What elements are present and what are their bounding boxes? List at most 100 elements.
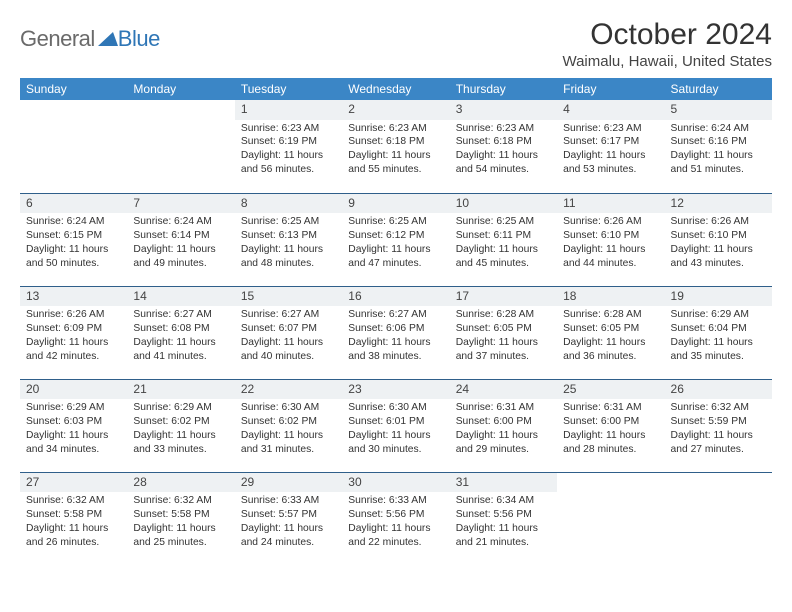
sunset-text: Sunset: 6:11 PM [456, 229, 551, 243]
day-cell: 4Sunrise: 6:23 AMSunset: 6:17 PMDaylight… [557, 100, 664, 193]
empty-cell [20, 100, 127, 193]
day-info: Sunrise: 6:32 AMSunset: 5:59 PMDaylight:… [665, 399, 772, 461]
daylight-text: Daylight: 11 hours and 22 minutes. [348, 522, 443, 550]
day-cell: 11Sunrise: 6:26 AMSunset: 6:10 PMDayligh… [557, 193, 664, 286]
day-cell: 31Sunrise: 6:34 AMSunset: 5:56 PMDayligh… [450, 472, 557, 565]
sunset-text: Sunset: 6:07 PM [241, 322, 336, 336]
weekday-header: Thursday [450, 78, 557, 100]
sunrise-text: Sunrise: 6:31 AM [456, 401, 551, 415]
day-number: 18 [557, 287, 664, 307]
daylight-text: Daylight: 11 hours and 44 minutes. [563, 243, 658, 271]
day-cell: 12Sunrise: 6:26 AMSunset: 6:10 PMDayligh… [665, 193, 772, 286]
sunset-text: Sunset: 6:05 PM [456, 322, 551, 336]
sunset-text: Sunset: 6:10 PM [671, 229, 766, 243]
sunset-text: Sunset: 5:57 PM [241, 508, 336, 522]
sunset-text: Sunset: 6:06 PM [348, 322, 443, 336]
day-info: Sunrise: 6:27 AMSunset: 6:07 PMDaylight:… [235, 306, 342, 368]
daylight-text: Daylight: 11 hours and 41 minutes. [133, 336, 228, 364]
weekday-header: Wednesday [342, 78, 449, 100]
day-number: 24 [450, 380, 557, 400]
sunrise-text: Sunrise: 6:31 AM [563, 401, 658, 415]
sunset-text: Sunset: 5:58 PM [133, 508, 228, 522]
sunset-text: Sunset: 6:04 PM [671, 322, 766, 336]
daylight-text: Daylight: 11 hours and 38 minutes. [348, 336, 443, 364]
day-number: 9 [342, 194, 449, 214]
day-cell: 3Sunrise: 6:23 AMSunset: 6:18 PMDaylight… [450, 100, 557, 193]
day-info: Sunrise: 6:28 AMSunset: 6:05 PMDaylight:… [450, 306, 557, 368]
brand-logo: General Blue [20, 18, 160, 52]
day-number: 11 [557, 194, 664, 214]
daylight-text: Daylight: 11 hours and 25 minutes. [133, 522, 228, 550]
day-info: Sunrise: 6:26 AMSunset: 6:09 PMDaylight:… [20, 306, 127, 368]
day-cell: 24Sunrise: 6:31 AMSunset: 6:00 PMDayligh… [450, 379, 557, 472]
daylight-text: Daylight: 11 hours and 29 minutes. [456, 429, 551, 457]
daylight-text: Daylight: 11 hours and 40 minutes. [241, 336, 336, 364]
day-number: 6 [20, 194, 127, 214]
day-info: Sunrise: 6:26 AMSunset: 6:10 PMDaylight:… [557, 213, 664, 275]
day-cell: 29Sunrise: 6:33 AMSunset: 5:57 PMDayligh… [235, 472, 342, 565]
day-info: Sunrise: 6:23 AMSunset: 6:19 PMDaylight:… [235, 120, 342, 182]
sunrise-text: Sunrise: 6:30 AM [241, 401, 336, 415]
day-number: 7 [127, 194, 234, 214]
sunset-text: Sunset: 6:18 PM [456, 135, 551, 149]
day-number: 28 [127, 473, 234, 493]
day-number: 23 [342, 380, 449, 400]
sunset-text: Sunset: 6:15 PM [26, 229, 121, 243]
sunrise-text: Sunrise: 6:24 AM [671, 122, 766, 136]
day-cell: 26Sunrise: 6:32 AMSunset: 5:59 PMDayligh… [665, 379, 772, 472]
sunset-text: Sunset: 6:01 PM [348, 415, 443, 429]
sunset-text: Sunset: 6:08 PM [133, 322, 228, 336]
day-cell: 1Sunrise: 6:23 AMSunset: 6:19 PMDaylight… [235, 100, 342, 193]
day-info: Sunrise: 6:30 AMSunset: 6:02 PMDaylight:… [235, 399, 342, 461]
brand-part1: General [20, 26, 95, 52]
daylight-text: Daylight: 11 hours and 27 minutes. [671, 429, 766, 457]
sunset-text: Sunset: 6:19 PM [241, 135, 336, 149]
day-number: 17 [450, 287, 557, 307]
sunrise-text: Sunrise: 6:26 AM [671, 215, 766, 229]
day-info: Sunrise: 6:29 AMSunset: 6:03 PMDaylight:… [20, 399, 127, 461]
daylight-text: Daylight: 11 hours and 50 minutes. [26, 243, 121, 271]
day-number: 1 [235, 100, 342, 120]
daylight-text: Daylight: 11 hours and 43 minutes. [671, 243, 766, 271]
sunrise-text: Sunrise: 6:27 AM [241, 308, 336, 322]
day-cell: 10Sunrise: 6:25 AMSunset: 6:11 PMDayligh… [450, 193, 557, 286]
day-cell: 8Sunrise: 6:25 AMSunset: 6:13 PMDaylight… [235, 193, 342, 286]
daylight-text: Daylight: 11 hours and 31 minutes. [241, 429, 336, 457]
day-number: 31 [450, 473, 557, 493]
day-number: 22 [235, 380, 342, 400]
day-cell: 27Sunrise: 6:32 AMSunset: 5:58 PMDayligh… [20, 472, 127, 565]
sunrise-text: Sunrise: 6:23 AM [456, 122, 551, 136]
sunrise-text: Sunrise: 6:28 AM [456, 308, 551, 322]
sunrise-text: Sunrise: 6:33 AM [348, 494, 443, 508]
day-info: Sunrise: 6:24 AMSunset: 6:15 PMDaylight:… [20, 213, 127, 275]
day-info: Sunrise: 6:25 AMSunset: 6:13 PMDaylight:… [235, 213, 342, 275]
day-cell: 18Sunrise: 6:28 AMSunset: 6:05 PMDayligh… [557, 286, 664, 379]
sunset-text: Sunset: 6:13 PM [241, 229, 336, 243]
day-number: 26 [665, 380, 772, 400]
daylight-text: Daylight: 11 hours and 34 minutes. [26, 429, 121, 457]
day-info: Sunrise: 6:25 AMSunset: 6:11 PMDaylight:… [450, 213, 557, 275]
day-cell: 6Sunrise: 6:24 AMSunset: 6:15 PMDaylight… [20, 193, 127, 286]
day-number: 14 [127, 287, 234, 307]
daylight-text: Daylight: 11 hours and 26 minutes. [26, 522, 121, 550]
sunrise-text: Sunrise: 6:25 AM [456, 215, 551, 229]
day-number: 10 [450, 194, 557, 214]
day-info: Sunrise: 6:27 AMSunset: 6:06 PMDaylight:… [342, 306, 449, 368]
calendar-header: SundayMondayTuesdayWednesdayThursdayFrid… [20, 78, 772, 100]
day-info: Sunrise: 6:23 AMSunset: 6:17 PMDaylight:… [557, 120, 664, 182]
day-info: Sunrise: 6:31 AMSunset: 6:00 PMDaylight:… [557, 399, 664, 461]
sunrise-text: Sunrise: 6:24 AM [133, 215, 228, 229]
daylight-text: Daylight: 11 hours and 33 minutes. [133, 429, 228, 457]
sunrise-text: Sunrise: 6:33 AM [241, 494, 336, 508]
day-info: Sunrise: 6:26 AMSunset: 6:10 PMDaylight:… [665, 213, 772, 275]
sunrise-text: Sunrise: 6:29 AM [26, 401, 121, 415]
sunset-text: Sunset: 6:05 PM [563, 322, 658, 336]
day-info: Sunrise: 6:30 AMSunset: 6:01 PMDaylight:… [342, 399, 449, 461]
sunrise-text: Sunrise: 6:28 AM [563, 308, 658, 322]
weekday-header: Friday [557, 78, 664, 100]
day-info: Sunrise: 6:31 AMSunset: 6:00 PMDaylight:… [450, 399, 557, 461]
day-info: Sunrise: 6:32 AMSunset: 5:58 PMDaylight:… [127, 492, 234, 554]
daylight-text: Daylight: 11 hours and 51 minutes. [671, 149, 766, 177]
day-cell: 17Sunrise: 6:28 AMSunset: 6:05 PMDayligh… [450, 286, 557, 379]
day-cell: 21Sunrise: 6:29 AMSunset: 6:02 PMDayligh… [127, 379, 234, 472]
